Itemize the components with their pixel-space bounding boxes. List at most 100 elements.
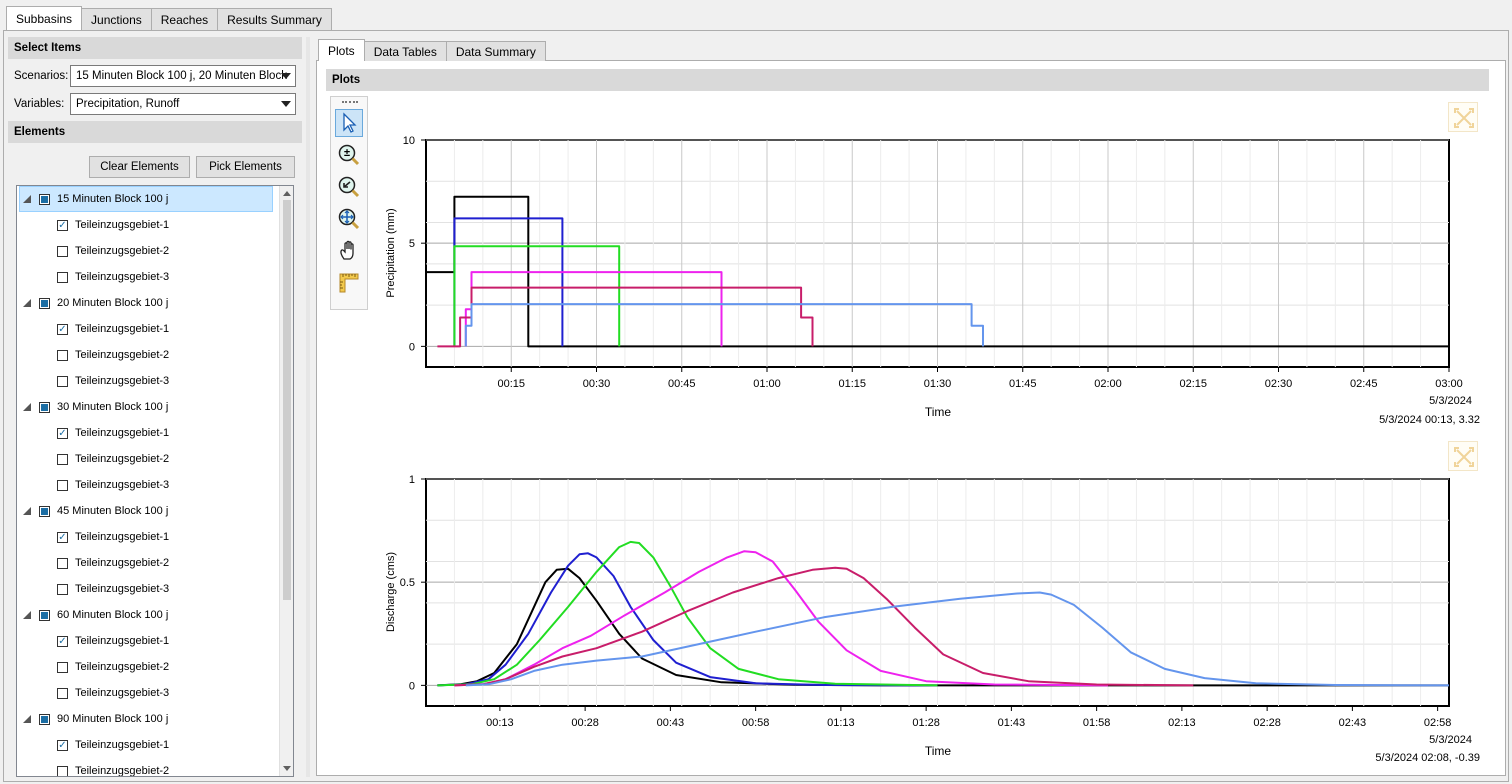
element-node[interactable]: Teileinzugsgebiet-2 (17, 758, 279, 777)
element-checkbox[interactable] (57, 271, 68, 283)
variables-value: Precipitation, Runoff (76, 98, 180, 110)
expander-icon[interactable] (23, 611, 31, 619)
scenario-node[interactable]: 30 Minuten Block 100 j (17, 394, 279, 420)
element-node[interactable]: Teileinzugsgebiet-2 (17, 550, 279, 576)
element-label: Teileinzugsgebiet-2 (75, 349, 170, 361)
zoom-in-out-icon[interactable]: ± (335, 141, 363, 169)
element-checkbox[interactable] (57, 583, 68, 595)
tab-data-tables[interactable]: Data Tables (363, 41, 447, 61)
element-checkbox[interactable]: ✓ (57, 635, 68, 647)
element-checkbox[interactable]: ✓ (57, 739, 68, 751)
fit-extent-icon[interactable] (1448, 102, 1478, 132)
sub-tab-bar: Plots Data Tables Data Summary (318, 39, 546, 61)
scroll-thumb[interactable] (283, 200, 291, 600)
chevron-down-icon (281, 101, 291, 107)
plots-header: Plots (326, 69, 1489, 91)
element-label: Teileinzugsgebiet-1 (75, 219, 170, 231)
element-node[interactable]: Teileinzugsgebiet-3 (17, 472, 279, 498)
scroll-up-icon[interactable] (283, 191, 291, 196)
fit-extent-icon[interactable] (1448, 441, 1478, 471)
scenario-checkbox[interactable] (39, 297, 50, 309)
element-checkbox[interactable] (57, 245, 68, 257)
element-checkbox[interactable] (57, 349, 68, 361)
element-label: Teileinzugsgebiet-1 (75, 531, 170, 543)
element-node[interactable]: ✓ Teileinzugsgebiet-1 (17, 524, 279, 550)
panel-splitter[interactable] (306, 37, 310, 777)
element-node[interactable]: Teileinzugsgebiet-2 (17, 654, 279, 680)
scenario-node[interactable]: 90 Minuten Block 100 j (17, 706, 279, 732)
scenario-node[interactable]: 15 Minuten Block 100 j (19, 186, 273, 212)
element-checkbox[interactable] (57, 557, 68, 569)
element-checkbox[interactable]: ✓ (57, 531, 68, 543)
partial-check-icon (41, 507, 48, 515)
expander-icon[interactable] (23, 715, 31, 723)
element-node[interactable]: Teileinzugsgebiet-3 (17, 680, 279, 706)
pointer-icon[interactable] (335, 109, 363, 137)
element-node[interactable]: Teileinzugsgebiet-3 (17, 576, 279, 602)
scenario-label: 30 Minuten Block 100 j (57, 401, 169, 413)
tab-results-summary[interactable]: Results Summary (217, 8, 332, 30)
zoom-back-icon[interactable] (335, 173, 363, 201)
element-node[interactable]: ✓ Teileinzugsgebiet-1 (17, 628, 279, 654)
element-checkbox[interactable]: ✓ (57, 323, 68, 335)
element-checkbox[interactable] (57, 375, 68, 387)
element-checkbox[interactable] (57, 687, 68, 699)
tree-scrollbar[interactable] (279, 186, 293, 776)
element-label: Teileinzugsgebiet-2 (75, 557, 170, 569)
scenario-checkbox[interactable] (39, 713, 50, 725)
select-items-header: Select Items (8, 37, 302, 59)
element-node[interactable]: ✓ Teileinzugsgebiet-1 (17, 732, 279, 758)
left-panel: Select Items Scenarios: 15 Minuten Block… (8, 37, 302, 777)
element-node[interactable]: Teileinzugsgebiet-2 (17, 238, 279, 264)
expander-icon[interactable] (23, 299, 31, 307)
variables-dropdown[interactable]: Precipitation, Runoff (70, 93, 296, 115)
element-label: Teileinzugsgebiet-1 (75, 739, 170, 751)
tab-subbasins[interactable]: Subbasins (6, 6, 83, 30)
tab-data-summary[interactable]: Data Summary (445, 41, 546, 61)
element-node[interactable]: Teileinzugsgebiet-2 (17, 342, 279, 368)
element-checkbox[interactable] (57, 479, 68, 491)
element-checkbox[interactable] (57, 765, 68, 776)
expander-icon[interactable] (23, 195, 31, 203)
element-node[interactable]: Teileinzugsgebiet-2 (17, 446, 279, 472)
element-checkbox[interactable] (57, 453, 68, 465)
scenario-label: 90 Minuten Block 100 j (57, 713, 169, 725)
expander-icon[interactable] (23, 507, 31, 515)
tab-reaches[interactable]: Reaches (150, 8, 219, 30)
element-node[interactable]: ✓ Teileinzugsgebiet-1 (17, 316, 279, 342)
scenario-checkbox[interactable] (39, 193, 50, 205)
clear-elements-button[interactable]: Clear Elements (89, 156, 190, 178)
element-label: Teileinzugsgebiet-2 (75, 245, 170, 257)
scroll-down-icon[interactable] (283, 766, 291, 771)
tab-plots[interactable]: Plots (318, 39, 365, 61)
element-label: Teileinzugsgebiet-2 (75, 765, 170, 777)
expander-icon[interactable] (23, 403, 31, 411)
element-node[interactable]: Teileinzugsgebiet-3 (17, 368, 279, 394)
chevron-down-icon (281, 73, 291, 79)
tab-junctions[interactable]: Junctions (81, 8, 152, 30)
element-label: Teileinzugsgebiet-3 (75, 375, 170, 387)
pick-elements-button[interactable]: Pick Elements (196, 156, 295, 178)
scenario-node[interactable]: 45 Minuten Block 100 j (17, 498, 279, 524)
element-label: Teileinzugsgebiet-1 (75, 427, 170, 439)
plots-panel (316, 60, 1506, 776)
element-checkbox[interactable]: ✓ (57, 219, 68, 231)
scenario-node[interactable]: 20 Minuten Block 100 j (17, 290, 279, 316)
element-checkbox[interactable] (57, 661, 68, 673)
partial-check-icon (41, 299, 48, 307)
element-checkbox[interactable]: ✓ (57, 427, 68, 439)
element-node[interactable]: ✓ Teileinzugsgebiet-1 (17, 212, 279, 238)
grip-icon[interactable] (342, 101, 358, 103)
scenario-node[interactable]: 60 Minuten Block 100 j (17, 602, 279, 628)
ruler-icon[interactable] (335, 269, 363, 297)
scenarios-dropdown[interactable]: 15 Minuten Block 100 j, 20 Minuten Block (70, 65, 296, 87)
element-node[interactable]: Teileinzugsgebiet-3 (17, 264, 279, 290)
scenario-checkbox[interactable] (39, 505, 50, 517)
scenario-checkbox[interactable] (39, 401, 50, 413)
pan-hand-icon[interactable] (335, 237, 363, 265)
element-node[interactable]: ✓ Teileinzugsgebiet-1 (17, 420, 279, 446)
zoom-extent-icon[interactable] (335, 205, 363, 233)
scenario-checkbox[interactable] (39, 609, 50, 621)
element-label: Teileinzugsgebiet-2 (75, 453, 170, 465)
element-label: Teileinzugsgebiet-1 (75, 323, 170, 335)
